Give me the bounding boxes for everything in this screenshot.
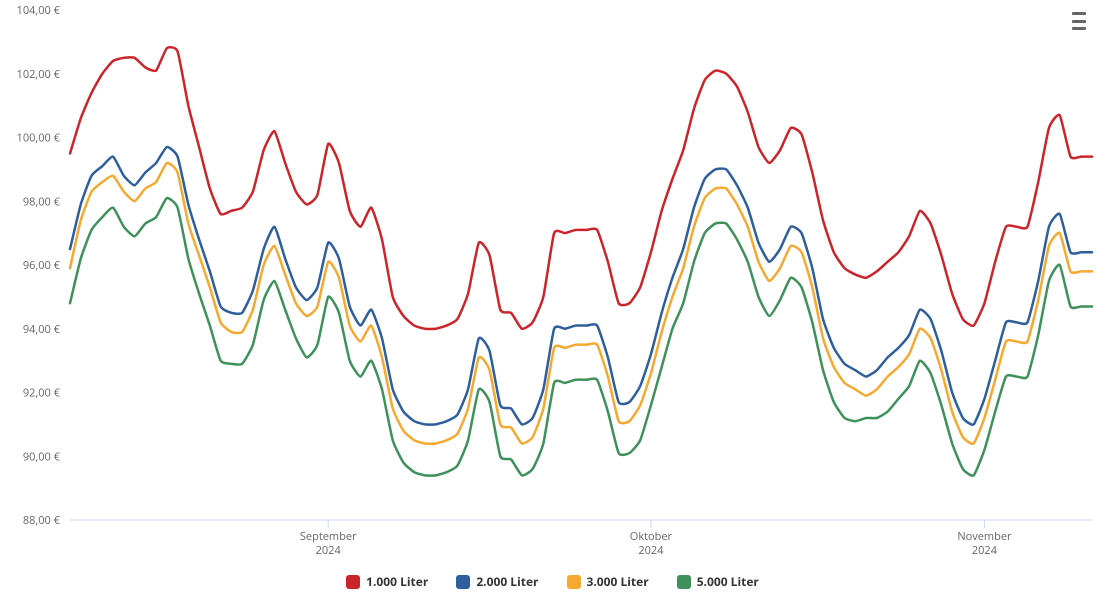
x-axis-month: September [300, 529, 357, 544]
series-line[interactable] [70, 147, 1092, 425]
y-axis-label: 92,00 € [23, 386, 61, 401]
hamburger-icon [1072, 12, 1086, 15]
x-axis-year: 2024 [638, 543, 664, 558]
legend-label: 3.000 Liter [587, 573, 649, 590]
legend-swatch [677, 575, 691, 589]
y-axis-label: 98,00 € [23, 194, 61, 209]
x-axis-year: 2024 [316, 543, 342, 558]
series-line[interactable] [70, 47, 1092, 329]
series-line[interactable] [70, 163, 1092, 444]
y-axis-label: 96,00 € [23, 258, 61, 273]
legend-label: 5.000 Liter [697, 573, 759, 590]
y-axis-label: 104,00 € [17, 3, 61, 18]
y-axis-label: 102,00 € [17, 67, 61, 82]
y-axis-label: 90,00 € [23, 449, 61, 464]
legend-swatch [456, 575, 470, 589]
legend-item[interactable]: 1.000 Liter [346, 573, 428, 590]
legend-item[interactable]: 3.000 Liter [567, 573, 649, 590]
legend-label: 1.000 Liter [366, 573, 428, 590]
price-chart: 88,00 € 90,00 € 92,00 € 94,00 € 96,00 € 98,00… [0, 0, 1105, 602]
chart-menu-button[interactable] [1067, 10, 1091, 32]
chart-legend: 1.000 Liter 2.000 Liter 3.000 Liter 5.000 L… [0, 573, 1105, 590]
x-axis-month: November [957, 529, 1012, 544]
legend-item[interactable]: 5.000 Liter [677, 573, 759, 590]
y-axis-label: 88,00 € [23, 513, 61, 528]
x-axis-month: Oktober [630, 529, 673, 544]
x-axis-year: 2024 [972, 543, 998, 558]
series-line[interactable] [70, 198, 1092, 476]
legend-label: 2.000 Liter [476, 573, 538, 590]
y-axis-label: 94,00 € [23, 322, 61, 337]
chart-canvas: 88,00 € 90,00 € 92,00 € 94,00 € 96,00 € 98,00… [0, 0, 1105, 565]
y-axis-label: 100,00 € [17, 131, 61, 146]
legend-swatch [567, 575, 581, 589]
legend-item[interactable]: 2.000 Liter [456, 573, 538, 590]
legend-swatch [346, 575, 360, 589]
